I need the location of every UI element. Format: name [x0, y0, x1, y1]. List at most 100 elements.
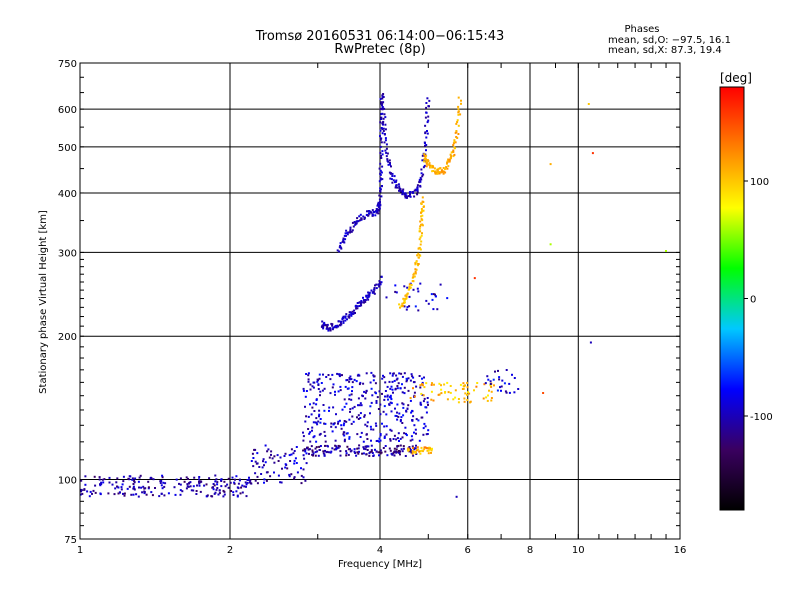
trace-point — [426, 121, 429, 124]
trace-point — [363, 301, 365, 304]
trace-point — [414, 272, 417, 275]
data-point — [185, 487, 188, 490]
data-point — [192, 485, 195, 488]
data-point — [213, 484, 216, 487]
data-point — [119, 491, 121, 494]
data-point — [425, 447, 428, 450]
data-point — [138, 476, 141, 479]
data-point — [382, 374, 384, 377]
data-point — [398, 440, 400, 442]
data-point — [132, 487, 135, 490]
trace-point — [354, 312, 356, 314]
data-point — [389, 396, 392, 399]
trace-point — [402, 188, 405, 191]
trace-point — [409, 195, 412, 198]
trace-point — [406, 292, 409, 295]
data-point — [497, 369, 499, 372]
data-point — [256, 462, 259, 465]
trace-point — [422, 209, 425, 212]
trace-point — [348, 313, 351, 316]
data-point — [364, 445, 367, 448]
data-point — [284, 466, 287, 469]
data-point — [107, 492, 110, 495]
data-point — [372, 454, 375, 457]
trace-point — [452, 144, 455, 147]
trace-point — [384, 139, 387, 142]
trace-point — [329, 329, 332, 332]
trace-point — [379, 108, 382, 110]
trace-point — [328, 327, 331, 330]
data-point — [488, 389, 490, 392]
trace-point — [373, 287, 376, 289]
data-point — [122, 475, 125, 478]
trace-point — [450, 151, 453, 154]
trace-point — [402, 304, 405, 307]
trace-point — [457, 113, 460, 116]
data-point — [389, 401, 392, 404]
data-point — [83, 488, 86, 491]
data-point — [324, 444, 326, 447]
trace-point — [342, 320, 345, 323]
data-point — [161, 487, 164, 490]
data-point — [393, 379, 396, 382]
data-point — [434, 293, 436, 296]
data-point — [179, 483, 182, 486]
data-point — [370, 439, 372, 442]
data-point — [389, 449, 392, 452]
data-point — [438, 382, 441, 385]
data-point — [311, 450, 314, 453]
trace-point — [439, 167, 442, 170]
data-point — [413, 451, 416, 453]
trace-point — [421, 214, 424, 217]
data-point — [179, 489, 182, 492]
data-point — [353, 405, 356, 408]
data-point — [393, 451, 396, 454]
trace-point — [421, 154, 424, 157]
data-point — [337, 446, 340, 449]
data-point — [265, 479, 268, 482]
data-point — [392, 372, 395, 375]
data-point — [493, 384, 495, 387]
data-point — [402, 447, 405, 450]
trace-point — [363, 299, 366, 301]
trace-point — [446, 167, 449, 170]
data-point — [304, 420, 307, 423]
trace-point — [418, 254, 421, 256]
data-point — [308, 448, 311, 451]
data-point — [336, 372, 339, 375]
data-point — [414, 451, 417, 454]
data-point — [364, 391, 367, 394]
data-point — [457, 401, 460, 404]
trace-point — [351, 229, 354, 232]
data-point — [489, 383, 492, 385]
trace-point — [379, 121, 382, 124]
data-point — [427, 403, 429, 406]
data-point — [409, 399, 412, 402]
trace-point — [413, 275, 416, 278]
data-point — [331, 386, 334, 389]
data-point — [409, 450, 412, 453]
trace-point — [350, 311, 352, 314]
data-point — [260, 473, 263, 475]
data-point — [401, 450, 404, 453]
trace-point — [400, 305, 403, 308]
data-point — [348, 437, 351, 440]
trace-point — [376, 204, 379, 207]
trace-point — [419, 230, 422, 233]
data-point — [345, 420, 348, 423]
trace-point — [415, 188, 418, 191]
trace-point — [455, 122, 458, 125]
data-point — [302, 431, 304, 434]
data-point — [356, 416, 358, 419]
data-point — [417, 290, 420, 293]
trace-point — [381, 107, 384, 110]
data-point — [476, 382, 479, 384]
data-point — [276, 454, 279, 457]
trace-point — [367, 291, 370, 294]
data-point — [425, 411, 428, 414]
data-point — [89, 490, 92, 493]
trace-point — [416, 187, 419, 190]
data-point — [347, 453, 350, 456]
data-point — [498, 378, 501, 381]
data-point — [130, 493, 133, 496]
